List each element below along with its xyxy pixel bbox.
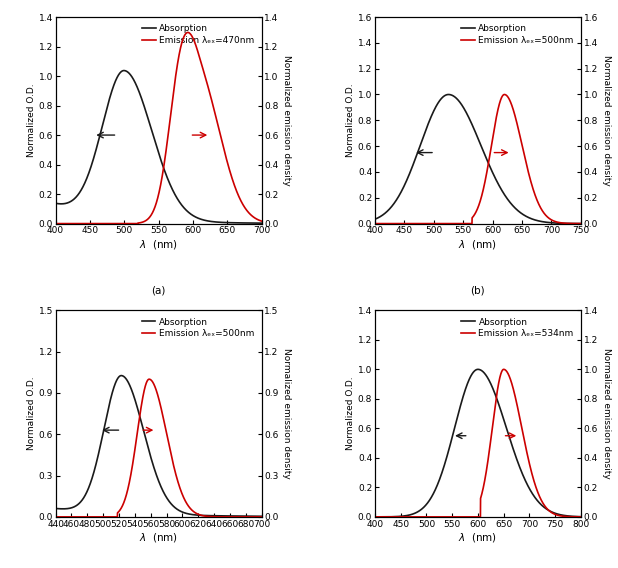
Y-axis label: Normalized emission density: Normalized emission density	[601, 55, 611, 186]
Legend: Absorption, Emission λₑₓ=500nm: Absorption, Emission λₑₓ=500nm	[459, 22, 577, 48]
Y-axis label: Normalized O.D.: Normalized O.D.	[346, 377, 355, 450]
Text: (b): (b)	[471, 286, 485, 295]
X-axis label: $\lambda$  (nm): $\lambda$ (nm)	[459, 532, 497, 545]
Legend: Absorption, Emission λₑₓ=534nm: Absorption, Emission λₑₓ=534nm	[459, 315, 577, 341]
Y-axis label: Normalized O.D.: Normalized O.D.	[27, 83, 36, 157]
X-axis label: $\lambda$  (nm): $\lambda$ (nm)	[139, 532, 178, 545]
Y-axis label: Normalized emission density: Normalized emission density	[282, 55, 291, 186]
Y-axis label: Normalized emission density: Normalized emission density	[601, 348, 611, 479]
X-axis label: $\lambda$  (nm): $\lambda$ (nm)	[459, 238, 497, 251]
Legend: Absorption, Emission λₑₓ=500nm: Absorption, Emission λₑₓ=500nm	[139, 315, 257, 341]
Y-axis label: Normalized O.D.: Normalized O.D.	[27, 377, 36, 450]
Text: (a): (a)	[151, 286, 166, 295]
Y-axis label: Normalized O.D.: Normalized O.D.	[346, 83, 355, 157]
Legend: Absorption, Emission λₑₓ=470nm: Absorption, Emission λₑₓ=470nm	[139, 22, 257, 48]
X-axis label: $\lambda$  (nm): $\lambda$ (nm)	[139, 238, 178, 251]
Y-axis label: Normalized emission density: Normalized emission density	[282, 348, 291, 479]
